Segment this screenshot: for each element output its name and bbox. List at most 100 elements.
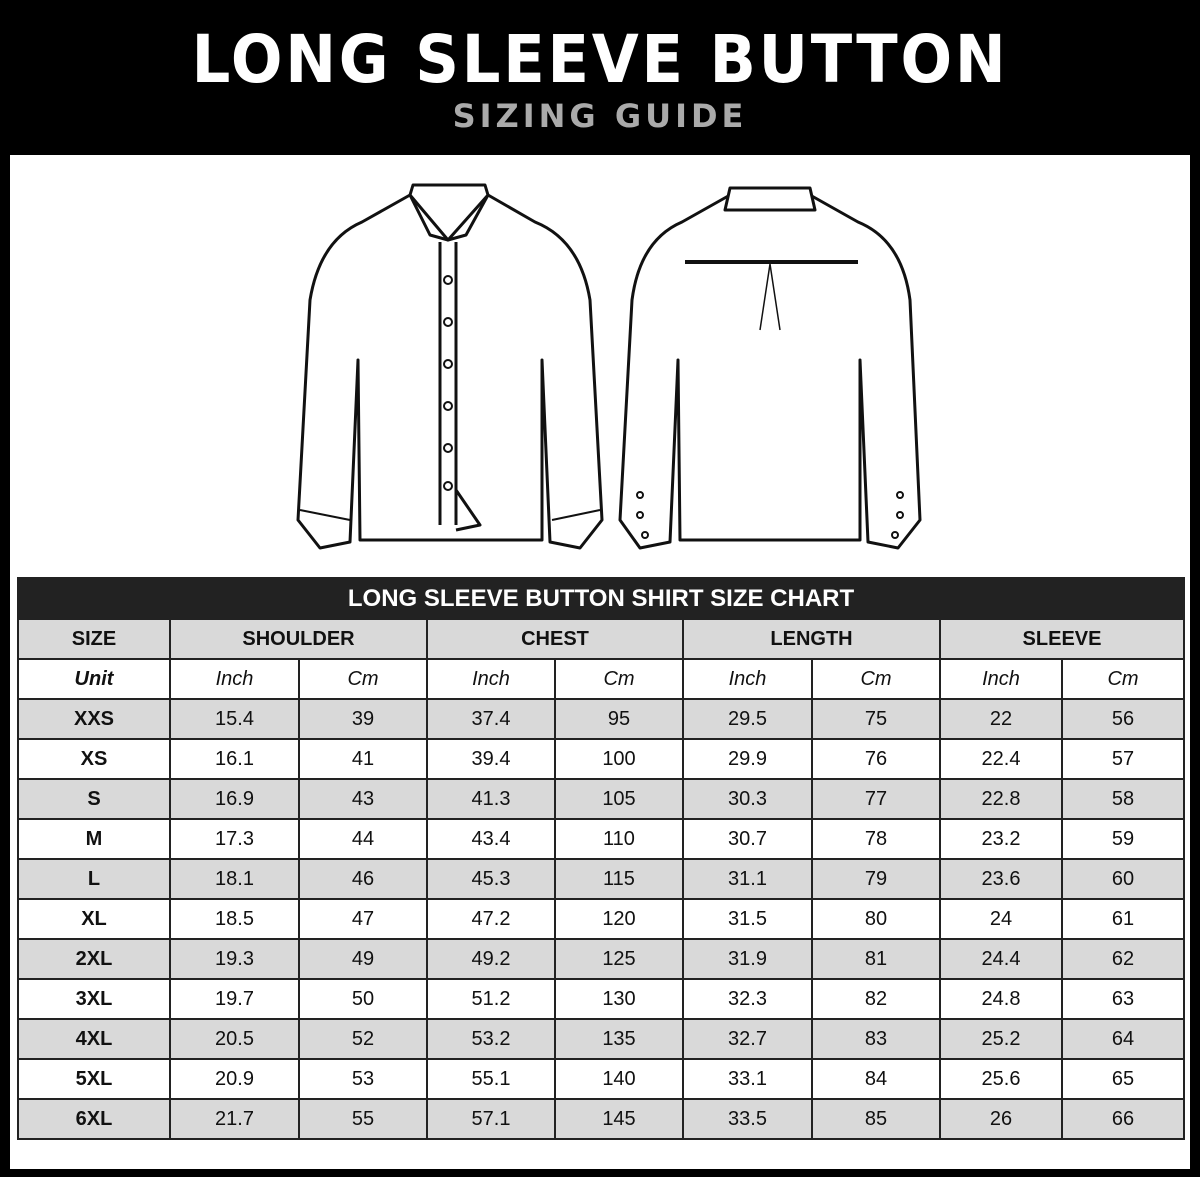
length-cm-cell: 75	[811, 698, 941, 740]
chest-cm-cell: 140	[554, 1058, 684, 1100]
sleeve-cm-cell: 62	[1060, 938, 1186, 980]
sleeve-inch-cell: 25.6	[939, 1058, 1063, 1100]
sleeve-inch-cell: 22.8	[939, 778, 1063, 820]
shoulder-inch-cell: 19.7	[169, 978, 300, 1020]
length-cm-cell: 78	[811, 818, 941, 860]
table-row: XL 18.5 47 47.2 120 31.5 80 24 61	[17, 898, 1186, 940]
table-row: 4XL 20.5 52 53.2 135 32.7 83 25.2 64	[17, 1018, 1186, 1060]
sleeve-cm-cell: 57	[1060, 738, 1186, 780]
chest-cm-cell: 135	[554, 1018, 684, 1060]
sleeve-inch-cell: 24	[939, 898, 1063, 940]
chest-inch-cell: 57.1	[426, 1098, 556, 1140]
table-row: 2XL 19.3 49 49.2 125 31.9 81 24.4 62	[17, 938, 1186, 980]
sleeve-cm-cell: 56	[1060, 698, 1186, 740]
sleeve-inch-cell: 26	[939, 1098, 1063, 1140]
size-cell: 6XL	[17, 1098, 171, 1140]
table-row: 5XL 20.9 53 55.1 140 33.1 84 25.6 65	[17, 1058, 1186, 1100]
unit-cm: Cm	[554, 658, 684, 700]
length-cm-cell: 80	[811, 898, 941, 940]
shoulder-inch-cell: 19.3	[169, 938, 300, 980]
length-inch-cell: 29.9	[682, 738, 813, 780]
unit-inch: Inch	[939, 658, 1063, 700]
chest-inch-cell: 37.4	[426, 698, 556, 740]
sleeve-inch-cell: 23.6	[939, 858, 1063, 900]
size-cell: XS	[17, 738, 171, 780]
chest-inch-cell: 55.1	[426, 1058, 556, 1100]
shoulder-header: SHOULDER	[169, 618, 428, 660]
shoulder-cm-cell: 46	[298, 858, 428, 900]
length-cm-cell: 77	[811, 778, 941, 820]
length-cm-cell: 82	[811, 978, 941, 1020]
size-cell: M	[17, 818, 171, 860]
chest-cm-cell: 130	[554, 978, 684, 1020]
unit-row: Unit Inch Cm Inch Cm Inch Cm Inch Cm	[17, 658, 1186, 700]
shirt-back-illustration	[618, 186, 922, 550]
sleeve-inch-cell: 22	[939, 698, 1063, 740]
size-cell: S	[17, 778, 171, 820]
length-inch-cell: 31.1	[682, 858, 813, 900]
unit-inch: Inch	[426, 658, 556, 700]
sleeve-inch-cell: 24.8	[939, 978, 1063, 1020]
shoulder-inch-cell: 18.1	[169, 858, 300, 900]
chest-cm-cell: 125	[554, 938, 684, 980]
length-cm-cell: 84	[811, 1058, 941, 1100]
table-row: L 18.1 46 45.3 115 31.1 79 23.6 60	[17, 858, 1186, 900]
sleeve-inch-cell: 22.4	[939, 738, 1063, 780]
shoulder-inch-cell: 20.5	[169, 1018, 300, 1060]
size-cell: 4XL	[17, 1018, 171, 1060]
table-row: XS 16.1 41 39.4 100 29.9 76 22.4 57	[17, 738, 1186, 780]
table-row: 3XL 19.7 50 51.2 130 32.3 82 24.8 63	[17, 978, 1186, 1020]
chest-inch-cell: 53.2	[426, 1018, 556, 1060]
chest-cm-cell: 105	[554, 778, 684, 820]
chest-inch-cell: 51.2	[426, 978, 556, 1020]
table-row: 6XL 21.7 55 57.1 145 33.5 85 26 66	[17, 1098, 1186, 1140]
unit-cm: Cm	[1060, 658, 1186, 700]
chest-inch-cell: 49.2	[426, 938, 556, 980]
size-header: SIZE	[17, 618, 171, 660]
shoulder-inch-cell: 21.7	[169, 1098, 300, 1140]
sleeve-cm-cell: 63	[1060, 978, 1186, 1020]
chest-cm-cell: 115	[554, 858, 684, 900]
sleeve-cm-cell: 61	[1060, 898, 1186, 940]
header-banner: LONG SLEEVE BUTTON SIZING GUIDE	[0, 0, 1200, 155]
length-inch-cell: 30.3	[682, 778, 813, 820]
sleeve-header: SLEEVE	[938, 618, 1186, 660]
button-icons	[443, 275, 453, 491]
table-caption: LONG SLEEVE BUTTON SHIRT SIZE CHART	[16, 577, 1186, 620]
shirt-illustrations	[296, 183, 922, 550]
shoulder-cm-cell: 44	[298, 818, 428, 860]
length-inch-cell: 33.5	[682, 1098, 813, 1140]
shoulder-cm-cell: 49	[298, 938, 428, 980]
size-chart-table: LONG SLEEVE BUTTON SHIRT SIZE CHART SIZE…	[16, 577, 1186, 1140]
length-inch-cell: 32.7	[682, 1018, 813, 1060]
header-row: SIZE SHOULDER CHEST LENGTH SLEEVE	[17, 618, 1186, 660]
chest-inch-cell: 39.4	[426, 738, 556, 780]
length-cm-cell: 79	[811, 858, 941, 900]
unit-label: Unit	[17, 658, 171, 700]
unit-cm: Cm	[298, 658, 428, 700]
chest-header: CHEST	[426, 618, 684, 660]
sleeve-inch-cell: 23.2	[939, 818, 1063, 860]
shoulder-inch-cell: 17.3	[169, 818, 300, 860]
chest-cm-cell: 110	[554, 818, 684, 860]
chest-inch-cell: 47.2	[426, 898, 556, 940]
chest-cm-cell: 120	[554, 898, 684, 940]
size-cell: 2XL	[17, 938, 171, 980]
sleeve-inch-cell: 24.4	[939, 938, 1063, 980]
table-row: S 16.9 43 41.3 105 30.3 77 22.8 58	[17, 778, 1186, 820]
unit-inch: Inch	[169, 658, 300, 700]
length-header: LENGTH	[682, 618, 941, 660]
sleeve-cm-cell: 58	[1060, 778, 1186, 820]
length-cm-cell: 76	[811, 738, 941, 780]
size-cell: XXS	[17, 698, 171, 740]
size-cell: 3XL	[17, 978, 171, 1020]
chest-inch-cell: 45.3	[426, 858, 556, 900]
shirt-front-illustration	[296, 183, 604, 550]
size-cell: XL	[17, 898, 171, 940]
size-cell: 5XL	[17, 1058, 171, 1100]
shoulder-inch-cell: 16.1	[169, 738, 300, 780]
page-title: LONG SLEEVE BUTTON	[191, 21, 1009, 98]
page-subtitle: SIZING GUIDE	[452, 97, 748, 135]
length-inch-cell: 31.9	[682, 938, 813, 980]
sleeve-cm-cell: 59	[1060, 818, 1186, 860]
